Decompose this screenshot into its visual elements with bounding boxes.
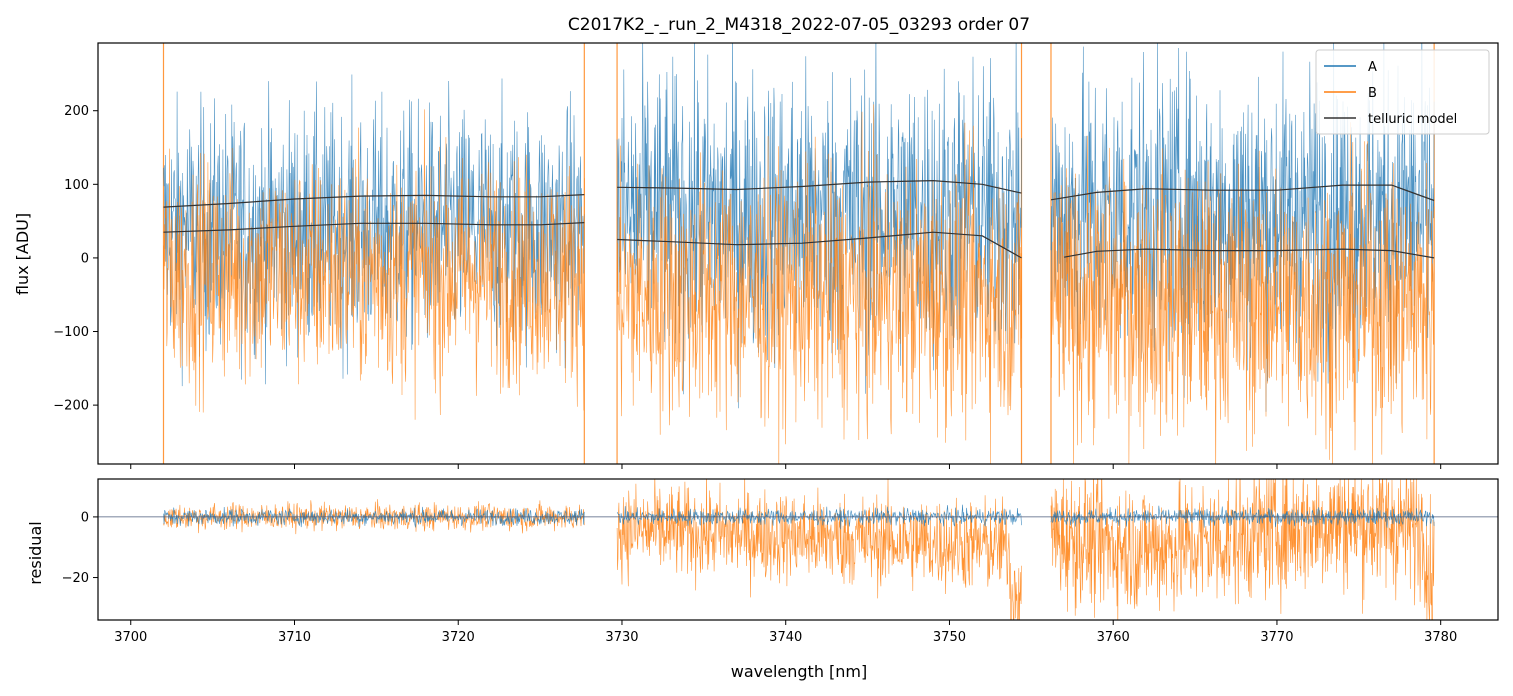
flux-series-b-segment-0: [163, 109, 585, 420]
telluric-model-line-0-2: [1050, 184, 1435, 202]
telluric-model-line-1-2: [1063, 248, 1435, 259]
residual-plot-area: [98, 479, 1498, 620]
legend: A B telluric model: [1315, 49, 1490, 135]
residual-panel: 0 −20 3700 3710 3720 3730 3740 3750 3760 3770 378…: [26, 478, 1499, 681]
flux-y-tick-label: 200: [64, 104, 89, 119]
x-tick-label: 3750: [933, 630, 966, 645]
residual-axes-frame: [97, 478, 1499, 621]
residual-y-axis-label: residual: [26, 521, 45, 584]
flux-y-tick-label: −200: [53, 399, 89, 414]
legend-box: [1315, 49, 1490, 135]
flux-y-ticks: 200 100 0 −100 −200: [53, 104, 98, 414]
residual-y-ticks: 0 −20: [62, 510, 98, 586]
flux-series-b-segment-1: [616, 104, 1022, 464]
flux-panel: 200 100 0 −100 −200 flux [ADU] A B telluric …: [13, 42, 1499, 469]
flux-axes-frame: [97, 42, 1499, 465]
legend-label-a: A: [1368, 60, 1377, 75]
x-axis-label: wavelength [nm]: [731, 662, 868, 681]
residual-series-b-segment-1: [616, 479, 1022, 620]
residual-series-a-segment-1: [616, 504, 1022, 530]
chart-title: C2017K2_-_run_2_M4318_2022-07-05_03293 o…: [568, 15, 1030, 35]
legend-label-b: B: [1368, 86, 1377, 101]
flux-y-tick-label: 0: [81, 251, 89, 266]
x-tick-label: 3710: [278, 630, 311, 645]
flux-y-axis-label: flux [ADU]: [13, 213, 32, 295]
telluric-model-line-1-1: [617, 231, 1022, 259]
flux-plot-area: [162, 43, 1435, 464]
x-tick-label: 3700: [114, 630, 147, 645]
legend-label-telluric-model: telluric model: [1368, 112, 1457, 127]
x-tick-label: 3730: [605, 630, 638, 645]
flux-series-b-segment-2: [1050, 122, 1435, 464]
x-tick-label: 3720: [442, 630, 475, 645]
x-tick-label: 3770: [1260, 630, 1293, 645]
residual-y-tick-label: 0: [81, 510, 89, 525]
flux-y-tick-label: 100: [64, 178, 89, 193]
flux-x-ticks: [130, 464, 1442, 469]
telluric-model-line-0-1: [617, 180, 1022, 194]
residual-series-b-segment-2: [1050, 479, 1435, 620]
x-tick-label: 3780: [1424, 630, 1457, 645]
flux-y-tick-label: −100: [53, 325, 89, 340]
telluric-model-line-0-0: [163, 194, 585, 208]
x-tick-label: 3740: [769, 630, 802, 645]
residual-x-ticks: 3700 3710 3720 3730 3740 3750 3760 3770 3780: [114, 620, 1457, 645]
residual-y-tick-label: −20: [62, 571, 89, 586]
x-tick-label: 3760: [1097, 630, 1130, 645]
telluric-model-line-1-0: [163, 222, 585, 233]
